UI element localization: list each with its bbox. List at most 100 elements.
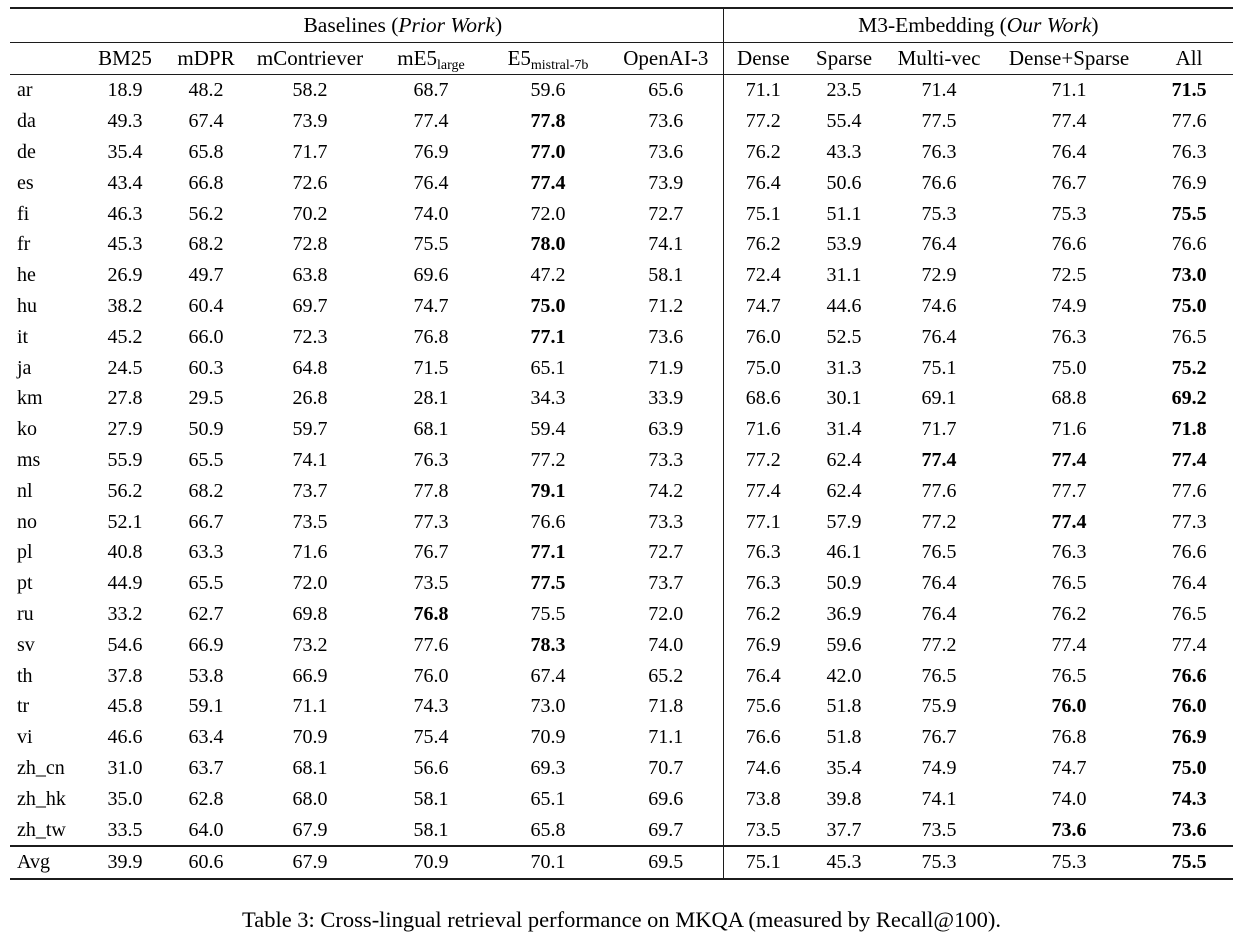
- value-cell: 77.3: [1171, 510, 1207, 533]
- value-cell: 76.2: [745, 233, 781, 256]
- value-cell: 48.2: [188, 79, 224, 102]
- value-cell: 26.8: [292, 387, 328, 410]
- group-label-italic: Prior Work: [398, 12, 495, 37]
- value-cell: 75.5: [1145, 844, 1234, 879]
- value-cell: 68.7: [413, 79, 449, 102]
- value-cell: 76.6: [1171, 541, 1207, 564]
- value-cell: 77.2: [745, 110, 781, 133]
- table-row-km: km 27.8 29.5 26.8 28.1 34.3 33.9 68.6 30.1 69.1 68…: [10, 382, 1233, 414]
- value-cell: 74.6: [921, 294, 957, 317]
- value-cell: 50.9: [188, 418, 224, 441]
- table-row-sv: sv 54.6 66.9 73.2 77.6 78.3 74.0 76.9 59.6 77.2 77…: [10, 629, 1233, 661]
- value-cell: 59.1: [188, 695, 224, 718]
- value-cell: 71.8: [1171, 418, 1207, 441]
- value-cell: 77.4: [1051, 110, 1087, 133]
- value-cell: 63.3: [188, 541, 224, 564]
- row-label: ru: [17, 602, 34, 625]
- value-cell: 75.3: [1051, 202, 1087, 225]
- value-cell: 68.8: [1051, 387, 1087, 410]
- value-cell: 76.2: [745, 602, 781, 625]
- value-cell: 53.8: [188, 664, 224, 687]
- row-label: da: [17, 110, 36, 133]
- value-cell: 74.1: [609, 228, 724, 260]
- value-cell: 71.1: [1051, 79, 1087, 102]
- value-cell: 77.5: [530, 572, 566, 595]
- value-cell: 72.0: [530, 202, 566, 225]
- value-cell: 27.8: [107, 387, 143, 410]
- value-cell: 74.6: [745, 756, 781, 779]
- value-cell: 76.7: [921, 726, 957, 749]
- value-cell: 76.6: [1051, 233, 1087, 256]
- column-header-sparse: Sparse: [803, 42, 886, 75]
- row-label: vi: [17, 726, 33, 749]
- value-cell: 76.9: [1171, 726, 1207, 749]
- column-header-subscript: mistral-7b: [530, 58, 589, 73]
- value-cell: 45.2: [107, 325, 143, 348]
- value-cell: 65.5: [188, 448, 224, 471]
- value-cell: 64.8: [292, 356, 328, 379]
- value-cell: 76.0: [413, 664, 449, 687]
- value-cell: 65.8: [188, 140, 224, 163]
- value-cell: 59.7: [292, 418, 328, 441]
- value-cell: 74.0: [1051, 787, 1087, 810]
- value-cell: 65.8: [530, 818, 566, 841]
- value-cell: 74.7: [745, 294, 781, 317]
- table-caption: Table 3: Cross-lingual retrieval perform…: [242, 906, 1001, 932]
- value-cell: 73.9: [292, 110, 328, 133]
- value-cell: 73.5: [745, 818, 781, 841]
- value-cell: 76.8: [413, 325, 449, 348]
- row-label: ja: [17, 356, 32, 379]
- value-cell: 73.5: [413, 572, 449, 595]
- value-cell: 77.4: [745, 479, 781, 502]
- value-cell: 78.3: [530, 633, 566, 656]
- table-row-zh-cn: zh_cn 31.0 63.7 68.1 56.6 69.3 70.7 74.6 35.4 74.…: [10, 752, 1233, 784]
- row-label: pt: [17, 572, 33, 595]
- column-header-e5-mistral-7b: E5mistral-7b: [487, 42, 609, 75]
- table-row-ja: ja 24.5 60.3 64.8 71.5 65.1 71.9 75.0 31.3 75.1 75…: [10, 352, 1233, 383]
- value-cell: 72.8: [292, 233, 328, 256]
- row-label: ms: [17, 448, 41, 471]
- table-row-it: it 45.2 66.0 72.3 76.8 77.1 73.6 76.0 52.5 76.4 76…: [10, 321, 1233, 353]
- value-cell: 78.0: [530, 233, 566, 256]
- value-cell: 76.0: [1051, 695, 1087, 718]
- column-header-multi-vec: Multi-vec: [885, 42, 994, 75]
- group-label-italic: Our Work: [1006, 12, 1092, 37]
- value-cell: 76.6: [745, 726, 781, 749]
- value-cell: 76.4: [921, 572, 957, 595]
- value-cell: 72.7: [609, 198, 724, 229]
- value-cell: 76.3: [921, 140, 957, 163]
- group-label-prefix: M3-Embedding (: [858, 12, 1007, 37]
- row-label: nl: [17, 479, 33, 502]
- value-cell: 55.9: [107, 448, 143, 471]
- group-header-m3-embedding: M3-Embedding (Our Work): [723, 8, 1234, 43]
- table-row-ar: ar 18.9 48.2 58.2 68.7 59.6 65.6 71.1 23.5 71.4 71…: [10, 74, 1233, 106]
- value-cell: 42.0: [826, 664, 862, 687]
- value-cell: 71.5: [413, 356, 449, 379]
- value-cell: 72.6: [292, 171, 328, 194]
- value-cell: 33.9: [609, 382, 724, 414]
- value-cell: 77.8: [413, 479, 449, 502]
- value-cell: 62.7: [188, 602, 224, 625]
- value-cell: 75.6: [745, 695, 781, 718]
- value-cell: 49.3: [107, 110, 143, 133]
- value-cell: 67.9: [245, 844, 375, 879]
- value-cell: 36.9: [826, 602, 862, 625]
- value-cell: 76.0: [745, 325, 781, 348]
- table-row-ko: ko 27.9 50.9 59.7 68.1 59.4 63.9 71.6 31.4 71.7 71…: [10, 413, 1233, 445]
- value-cell: 74.9: [921, 756, 957, 779]
- value-cell: 73.6: [1051, 818, 1087, 841]
- value-cell: 50.6: [826, 171, 862, 194]
- value-cell: 76.3: [1051, 325, 1087, 348]
- value-cell: 69.6: [609, 783, 724, 815]
- value-cell: 66.9: [292, 664, 328, 687]
- group-label-suffix: ): [494, 12, 503, 37]
- row-label: Avg: [10, 844, 83, 879]
- value-cell: 68.2: [188, 479, 224, 502]
- value-cell: 77.1: [530, 541, 566, 564]
- value-cell: 76.0: [1171, 695, 1207, 718]
- value-cell: 77.4: [1051, 448, 1087, 471]
- value-cell: 62.8: [188, 787, 224, 810]
- group-label-suffix: ): [1091, 12, 1099, 37]
- value-cell: 76.2: [1051, 602, 1087, 625]
